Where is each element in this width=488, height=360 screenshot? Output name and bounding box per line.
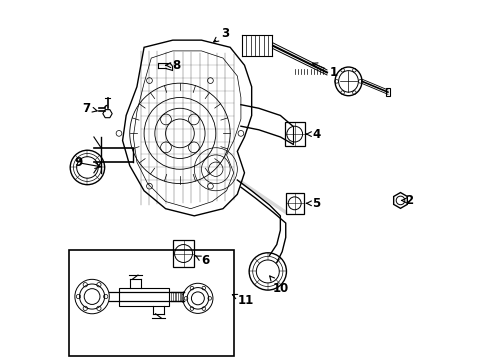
Text: 4: 4 <box>305 127 320 141</box>
Text: 8: 8 <box>165 59 180 72</box>
Text: 2: 2 <box>405 194 413 207</box>
Text: 1: 1 <box>312 63 338 79</box>
Text: 7: 7 <box>82 102 97 115</box>
Bar <box>119 288 169 306</box>
Bar <box>285 122 304 146</box>
Text: 6: 6 <box>195 254 209 267</box>
Text: 9: 9 <box>75 156 83 169</box>
Bar <box>386 88 389 96</box>
Bar <box>69 250 233 356</box>
Bar <box>172 240 194 267</box>
Text: 5: 5 <box>305 197 320 210</box>
Text: 11: 11 <box>232 294 254 307</box>
Text: 10: 10 <box>269 276 288 295</box>
Text: 3: 3 <box>213 27 228 42</box>
Bar <box>285 193 303 214</box>
